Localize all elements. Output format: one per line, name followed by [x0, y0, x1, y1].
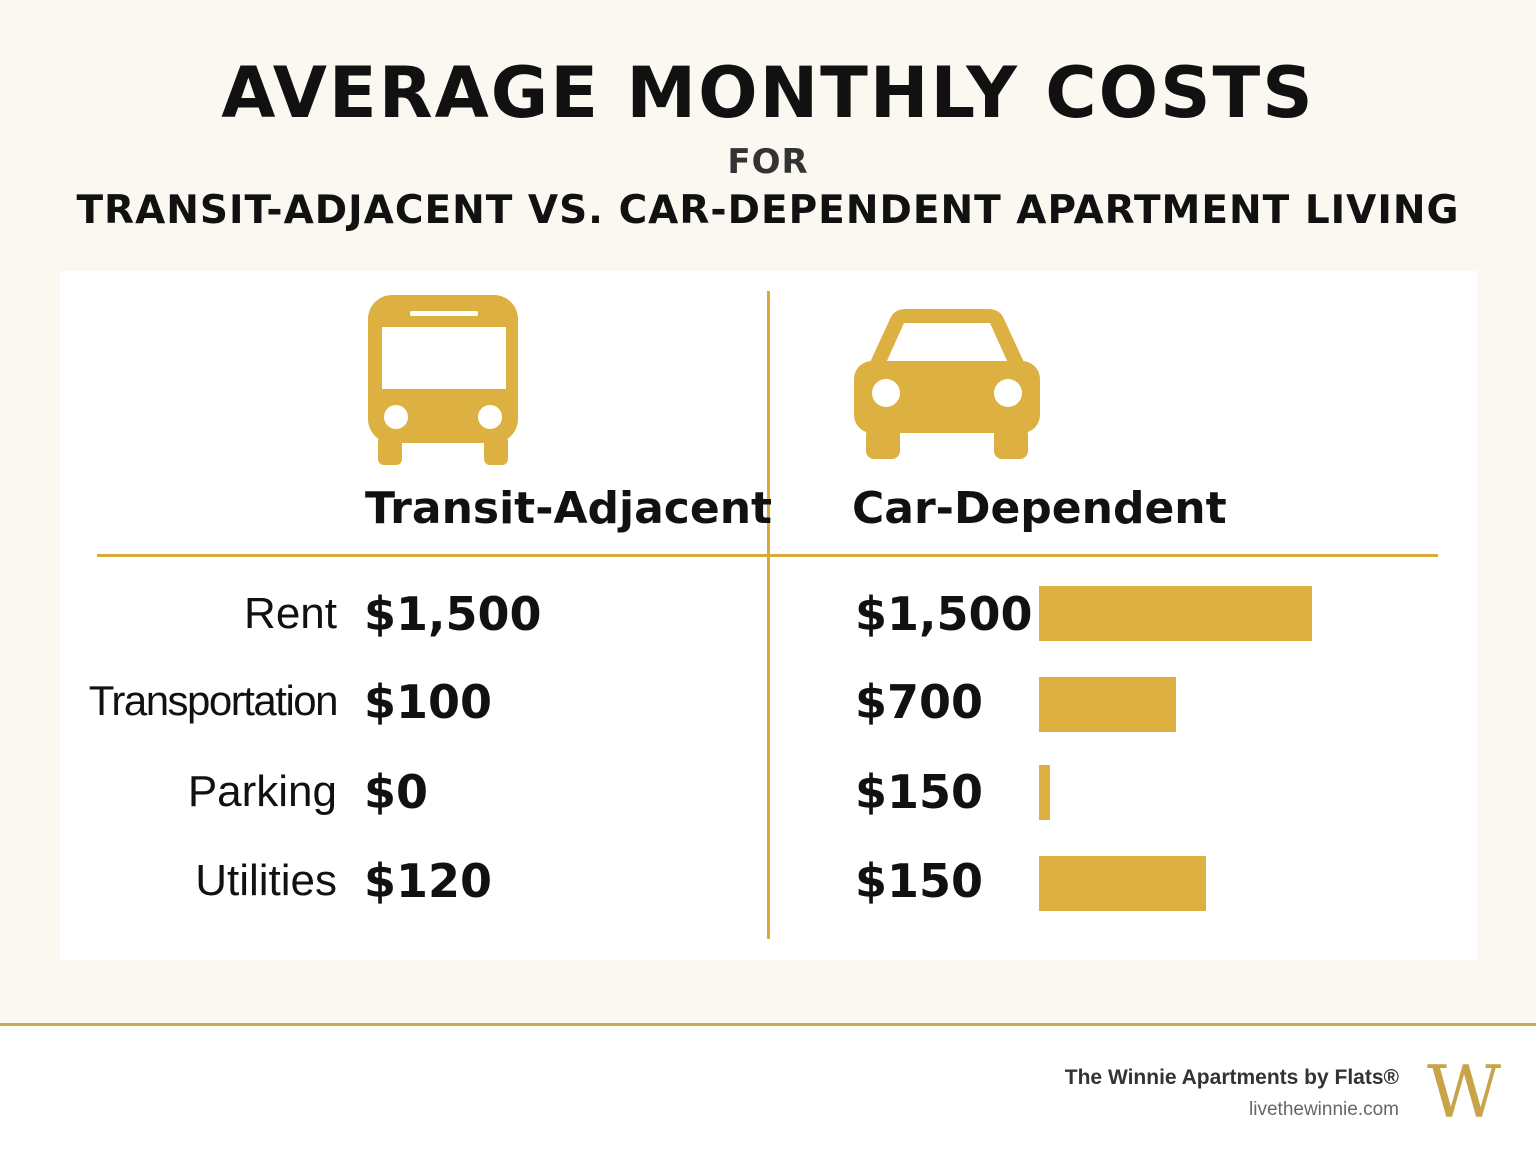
car-bar-utilities — [1039, 856, 1206, 911]
chart-subtitle: TRANSIT-ADJACENT VS. CAR-DEPENDENT APART… — [76, 188, 1460, 233]
comparison-panel: Transit-Adjacent Car-Dependent Rent $1,50… — [60, 271, 1477, 960]
brand-name: The Winnie Apartments by Flats® — [1064, 1066, 1399, 1089]
transit-value-rent: $1,500 — [364, 587, 542, 641]
chart-title: AVERAGE MONTHLY COSTS — [221, 52, 1315, 134]
column-divider — [767, 291, 770, 939]
car-value-parking: $150 — [855, 765, 984, 819]
car-bar-rent — [1039, 586, 1312, 641]
row-label-utilities: Utilities — [195, 856, 337, 905]
winnie-logo: W — [1426, 1050, 1501, 1134]
transit-value-transportation: $100 — [364, 675, 493, 729]
footer: The Winnie Apartments by Flats® livethew… — [0, 1026, 1536, 1154]
column-header-car: Car-Dependent — [852, 483, 1227, 534]
car-value-rent: $1,500 — [855, 587, 1033, 641]
row-label-transportation: Transportation — [88, 677, 339, 724]
row-label-rent: Rent — [244, 589, 337, 638]
car-value-utilities: $150 — [855, 854, 984, 908]
row-label-parking: Parking — [187, 767, 337, 816]
header-divider — [97, 554, 1438, 557]
bus-icon — [368, 295, 518, 465]
car-bar-parking — [1039, 765, 1050, 820]
column-header-transit: Transit-Adjacent — [365, 483, 773, 534]
transit-value-parking: $0 — [364, 765, 429, 819]
transit-value-utilities: $120 — [364, 854, 493, 908]
car-value-transportation: $700 — [855, 675, 984, 729]
car-icon — [854, 309, 1040, 459]
chart-title-connector: FOR — [727, 142, 809, 182]
footer-divider — [0, 1023, 1536, 1026]
car-bar-transportation — [1039, 677, 1176, 732]
website-link: livethewinnie.com — [1249, 1099, 1399, 1120]
